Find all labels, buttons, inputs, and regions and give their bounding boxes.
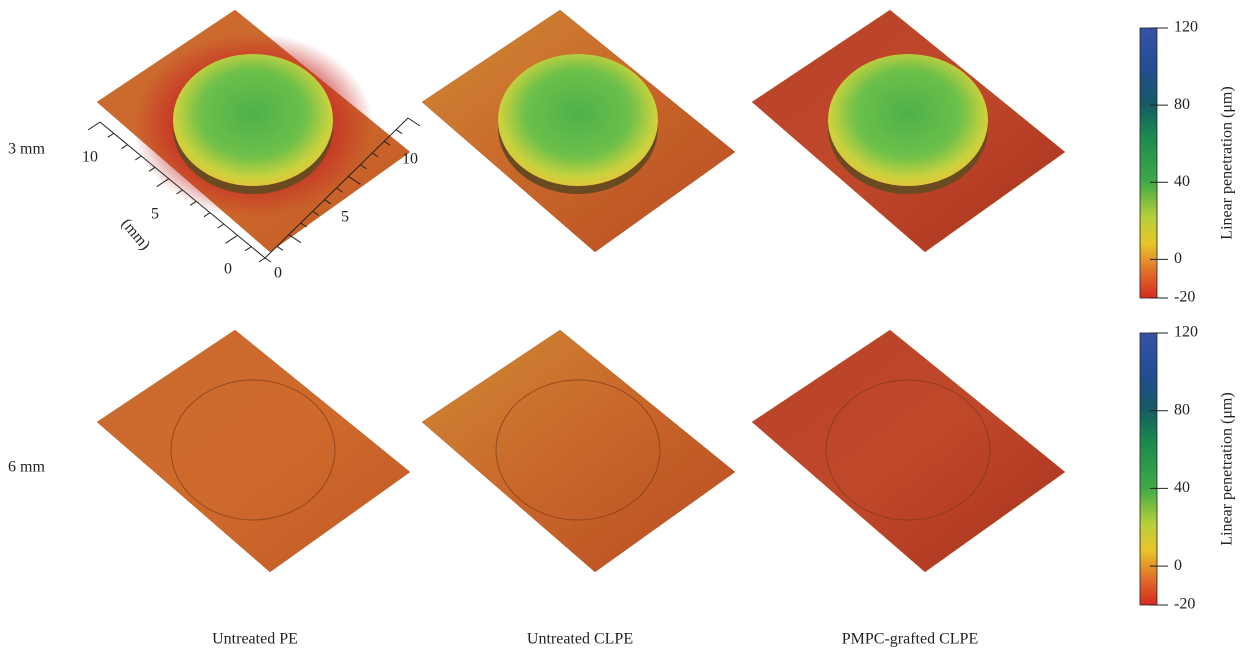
colorbar-label: Linear penetration (μm) bbox=[1219, 392, 1236, 545]
axis-tick bbox=[134, 155, 142, 161]
axis-tick bbox=[225, 234, 238, 244]
axis-tick bbox=[244, 246, 252, 252]
wear-dome bbox=[498, 54, 658, 186]
axis-tick bbox=[121, 144, 128, 150]
column-label: Untreated CLPE bbox=[527, 631, 633, 648]
axis-tick bbox=[203, 212, 211, 218]
row-label: 6 mm bbox=[8, 459, 45, 476]
colorbar-tick-label: 40 bbox=[1174, 173, 1190, 190]
axis-tick bbox=[264, 257, 272, 263]
axis-tick bbox=[107, 132, 115, 138]
colorbar bbox=[1139, 27, 1158, 299]
row-label: 3 mm bbox=[8, 141, 45, 158]
column-label: PMPC-grafted CLPE bbox=[842, 631, 978, 648]
colorbar-tick-label: 40 bbox=[1174, 479, 1190, 496]
column-label: Untreated PE bbox=[212, 631, 298, 648]
axis-tick bbox=[348, 175, 361, 185]
axis-tick bbox=[148, 166, 156, 172]
wear-dome bbox=[828, 54, 988, 186]
axis-tick-label: 0 bbox=[224, 261, 232, 278]
axis-tick-label: 5 bbox=[151, 206, 159, 223]
axis-tick-label: 0 bbox=[274, 265, 282, 282]
colorbar-tick-label: -20 bbox=[1174, 289, 1195, 306]
axis-tick bbox=[312, 210, 319, 216]
colorbar-label: Linear penetration (μm) bbox=[1219, 86, 1236, 239]
surface-plate bbox=[751, 329, 1066, 573]
colorbar-tick-label: 80 bbox=[1174, 96, 1190, 113]
wear-outline bbox=[170, 379, 336, 521]
axis-tick-label: 10 bbox=[402, 151, 418, 168]
axis-tick bbox=[276, 245, 284, 251]
axis-tick bbox=[371, 152, 379, 158]
colorbar-tick-label: -20 bbox=[1174, 596, 1195, 613]
wear-dome bbox=[173, 54, 333, 186]
colorbar-tick-label: 80 bbox=[1174, 401, 1190, 418]
axis-tick bbox=[87, 121, 101, 131]
axis-tick bbox=[360, 164, 367, 170]
axis-tick bbox=[258, 257, 266, 263]
wear-outline bbox=[825, 379, 991, 521]
colorbar-tick-label: 0 bbox=[1174, 250, 1182, 267]
axis-tick bbox=[324, 199, 331, 205]
surface-plate bbox=[421, 329, 736, 573]
axis-tick bbox=[217, 223, 225, 229]
axis-tick bbox=[176, 189, 183, 195]
axis-tick bbox=[288, 234, 302, 244]
axis-tick bbox=[407, 117, 421, 127]
surface-plate bbox=[96, 329, 411, 573]
axis-tick bbox=[300, 222, 308, 228]
colorbar-tick-label: 120 bbox=[1174, 19, 1198, 36]
axis-tick bbox=[156, 178, 170, 188]
axis-tick-label: 10 bbox=[82, 149, 98, 166]
axis-tick bbox=[395, 129, 403, 135]
colorbar-tick-label: 0 bbox=[1174, 557, 1182, 574]
axis-tick bbox=[336, 187, 343, 193]
colorbar bbox=[1139, 332, 1158, 606]
axis-tick-label: 5 bbox=[341, 209, 349, 226]
wear-outline bbox=[495, 379, 661, 521]
colorbar-tick-label: 120 bbox=[1174, 324, 1198, 341]
axis-unit: (mm) bbox=[118, 215, 154, 253]
axis-tick bbox=[383, 140, 391, 146]
axis-tick bbox=[189, 200, 197, 206]
